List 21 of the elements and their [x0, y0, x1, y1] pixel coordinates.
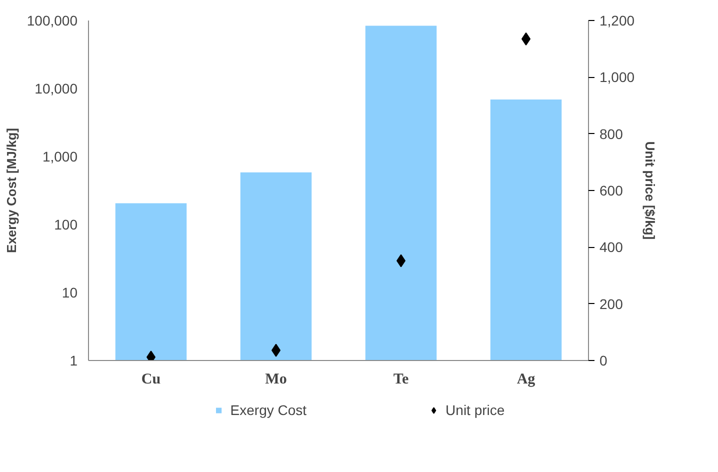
y-tick-label: 100 [54, 216, 78, 232]
y-tick-label: 10,000 [34, 80, 78, 96]
y2-tick-label: 800 [600, 126, 624, 142]
y-tick-label: 10 [62, 284, 78, 300]
y2-tick-label: 200 [600, 296, 624, 312]
y2-axis-title: Unit price [$/kg] [642, 141, 658, 240]
y-axis-title: Exergy Cost [MJ/kg] [4, 128, 19, 253]
legend-label: Unit price [446, 402, 505, 418]
y2-tick-label: 400 [600, 239, 624, 256]
y2-tick-label: 1,200 [600, 12, 635, 28]
y2-tick-label: 1,000 [600, 69, 635, 86]
y-tick-label: 1 [70, 352, 78, 368]
y-tick-label: 100,000 [26, 12, 78, 28]
x-tick-label: Cu [141, 372, 161, 388]
y-tick-label: 1,000 [42, 148, 78, 164]
legend-label: Exergy Cost [230, 402, 307, 418]
y2-tick-label: 600 [600, 182, 624, 198]
x-tick-label: Te [393, 372, 409, 388]
x-tick-label: Ag [516, 372, 536, 388]
y2-tick-label: 0 [600, 352, 608, 368]
x-tick-label: Mo [265, 372, 287, 388]
